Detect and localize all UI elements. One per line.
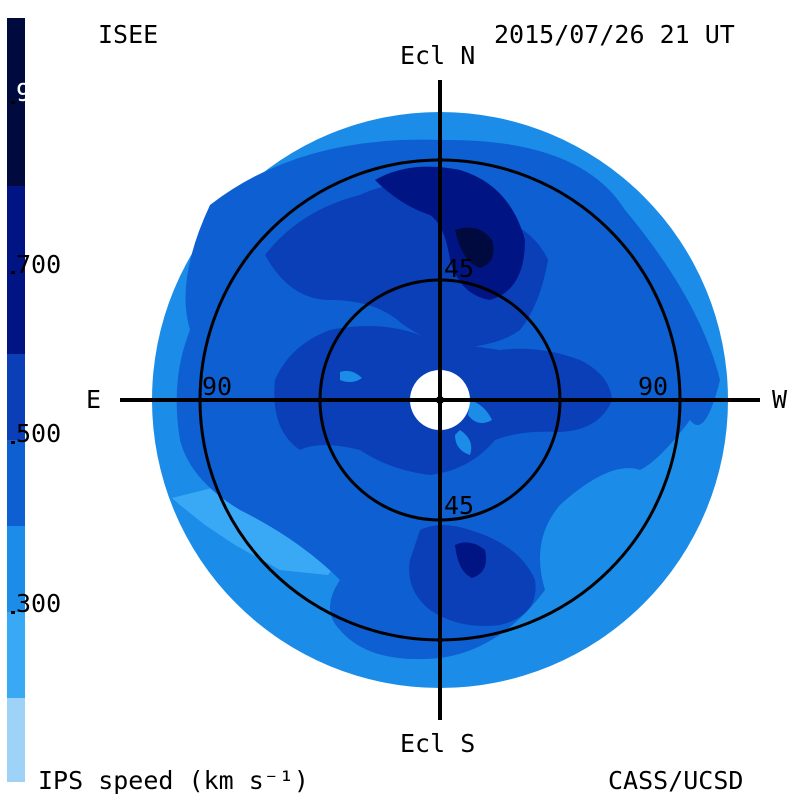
colorbar-level-4	[7, 440, 25, 526]
region-darkest-south	[455, 542, 487, 578]
colorbar-level-2	[7, 186, 25, 354]
colorbar-tick-500	[11, 441, 15, 444]
colorbar-tick-700	[11, 271, 15, 274]
region-spot-1	[340, 370, 362, 383]
colorbar-label-900: 900	[16, 78, 62, 107]
label-w: W	[772, 385, 788, 414]
region-light-sw	[172, 483, 345, 575]
credit-label: CASS/UCSD	[608, 766, 744, 795]
colorbar-label-700: 700	[16, 250, 62, 279]
colorbar-level-1	[7, 18, 25, 186]
region-spot-2	[468, 400, 492, 424]
label-ecl-s: Ecl S	[400, 729, 475, 758]
speed-colorbar	[7, 18, 25, 782]
region-spot-3	[455, 430, 472, 455]
colorbar-label-500: 500	[16, 419, 62, 448]
label-45-top: 45	[444, 254, 474, 283]
colorbar-level-3	[7, 354, 25, 440]
org-label: ISEE	[98, 20, 159, 49]
colorbar-level-6	[7, 612, 25, 698]
colorbar-tick-300	[11, 611, 15, 614]
region-darkest-north	[375, 166, 525, 300]
label-90-left: 90	[202, 372, 232, 401]
label-ecl-n: Ecl N	[400, 41, 475, 70]
datetime-label: 2015/07/26 21 UT	[494, 20, 735, 49]
colorbar-level-5	[7, 526, 25, 612]
label-90-right: 90	[638, 372, 668, 401]
region-darkest-northcore	[455, 227, 494, 268]
label-e: E	[86, 385, 101, 414]
colorbar-tick-900	[11, 101, 15, 104]
colorbar-label-300: 300	[16, 589, 62, 618]
label-45-bottom: 45	[444, 491, 474, 520]
colorbar-level-7	[7, 698, 25, 782]
quantity-label: IPS speed (km s⁻¹)	[38, 766, 309, 795]
